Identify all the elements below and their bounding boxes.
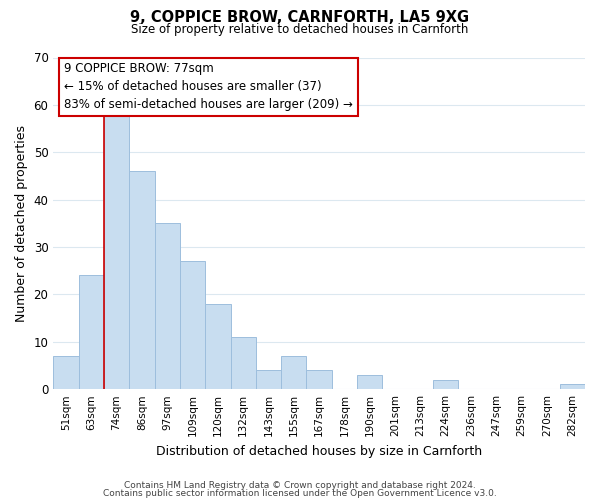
Bar: [79, 276, 104, 389]
Bar: [560, 384, 585, 389]
Bar: [129, 171, 155, 389]
Bar: [357, 375, 382, 389]
Text: Contains HM Land Registry data © Crown copyright and database right 2024.: Contains HM Land Registry data © Crown c…: [124, 481, 476, 490]
X-axis label: Distribution of detached houses by size in Carnforth: Distribution of detached houses by size …: [156, 444, 482, 458]
Bar: [256, 370, 281, 389]
Bar: [180, 261, 205, 389]
Bar: [281, 356, 307, 389]
Bar: [205, 304, 230, 389]
Text: 9 COPPICE BROW: 77sqm
← 15% of detached houses are smaller (37)
83% of semi-deta: 9 COPPICE BROW: 77sqm ← 15% of detached …: [64, 62, 353, 112]
Bar: [155, 224, 180, 389]
Y-axis label: Number of detached properties: Number of detached properties: [15, 125, 28, 322]
Bar: [230, 337, 256, 389]
Bar: [53, 356, 79, 389]
Text: 9, COPPICE BROW, CARNFORTH, LA5 9XG: 9, COPPICE BROW, CARNFORTH, LA5 9XG: [130, 10, 470, 25]
Bar: [433, 380, 458, 389]
Text: Contains public sector information licensed under the Open Government Licence v3: Contains public sector information licen…: [103, 488, 497, 498]
Bar: [307, 370, 332, 389]
Text: Size of property relative to detached houses in Carnforth: Size of property relative to detached ho…: [131, 22, 469, 36]
Bar: [104, 114, 129, 389]
